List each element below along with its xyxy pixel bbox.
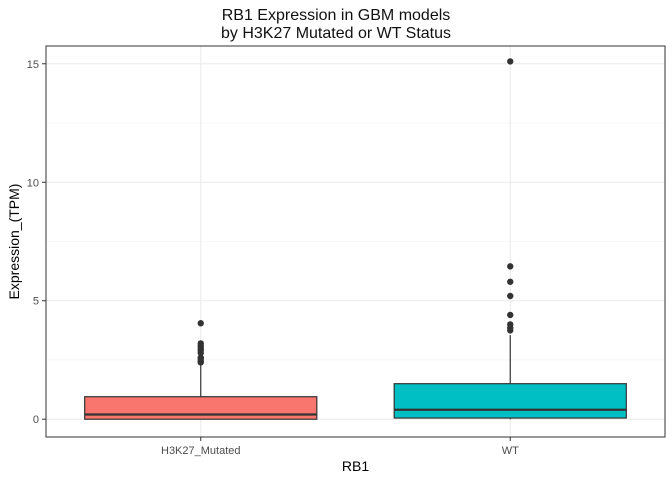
- box-WT: [393, 58, 627, 420]
- outlier-point: [197, 354, 204, 361]
- outlier-point: [507, 321, 514, 328]
- y-axis: 0 5 10 15: [27, 59, 46, 426]
- y-tick-label: 10: [27, 177, 39, 189]
- y-tick-label: 0: [33, 414, 39, 426]
- x-tick-label: H3K27_Mutated: [161, 445, 241, 457]
- grid-lines: [46, 46, 665, 437]
- y-tick-label: 5: [33, 296, 39, 308]
- outlier-point: [507, 58, 514, 65]
- y-axis-title: Expression_(TPM): [6, 184, 22, 300]
- box-H3K27_Mutated: [84, 320, 318, 420]
- outlier-point: [507, 292, 514, 300]
- outlier-point: [507, 278, 514, 285]
- outlier-point: [197, 340, 204, 347]
- box-layer: [84, 58, 627, 420]
- chart-subtitle: by H3K27 Mutated or WT Status: [220, 25, 452, 42]
- outlier-point: [507, 311, 514, 319]
- x-axis: H3K27_Mutated WT: [161, 437, 519, 457]
- x-axis-title: RB1: [342, 458, 369, 474]
- outlier-point: [507, 263, 514, 270]
- x-tick-label: WT: [502, 445, 519, 457]
- box-iqr: [84, 396, 318, 420]
- panel-border: [45, 45, 666, 438]
- y-tick-label: 15: [27, 59, 39, 71]
- box-iqr: [393, 383, 627, 419]
- outlier-point: [197, 320, 204, 327]
- chart-title: RB1 Expression in GBM models: [221, 7, 451, 24]
